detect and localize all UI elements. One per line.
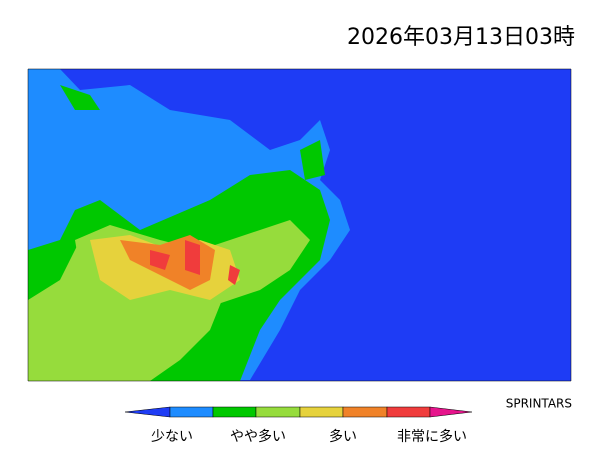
legend-label: 非常に多い [397,428,467,445]
title: 2026年03月13日03時 [347,25,575,50]
legend-label: 多い [329,428,357,445]
map [27,68,572,382]
credit: SPRINTARS [506,397,572,411]
legend-label: 少ない [151,429,193,445]
colorbar [124,406,473,418]
legend-label: やや多い [230,428,286,445]
